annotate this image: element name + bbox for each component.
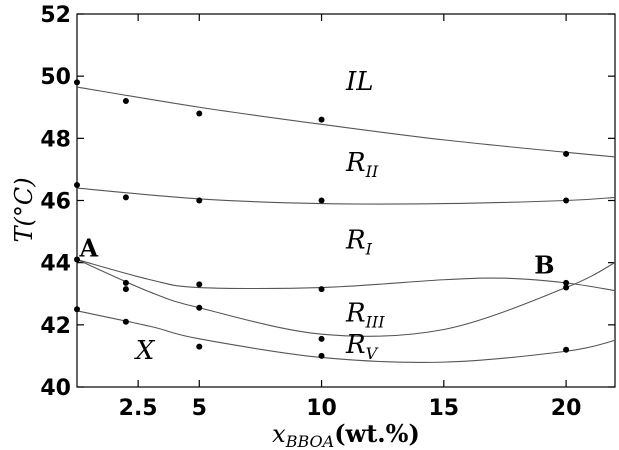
data-point [318,116,325,123]
data-point [196,110,203,117]
x-axis-label: xBBOA(wt.%) [272,419,420,450]
point-annotation: A [78,233,98,262]
data-point [563,197,570,204]
point-annotations: AB [78,233,554,279]
data-point [563,150,570,157]
data-point [196,281,203,288]
data-point [122,194,129,201]
y-tick-label: 42 [40,314,71,339]
y-tick-label: 52 [40,3,71,28]
axis-tick-labels: 2.5 5 10 15 20 40 42 44 46 48 50 52 [40,3,581,421]
phase-boundary-curve [76,259,616,337]
data-point [318,286,325,293]
y-tick-label: 40 [40,376,71,401]
region-label: RI [345,226,373,259]
data-point [196,197,203,204]
region-label: X [134,336,156,366]
data-point [318,335,325,342]
phase-boundary-curve [76,310,616,363]
data-point [196,304,203,311]
phase-boundary-curve [76,86,616,158]
x-tick-label: 15 [429,396,460,421]
y-tick-label: 50 [40,65,71,90]
data-point [563,279,570,286]
y-tick-label: 44 [40,252,71,277]
data-point [74,79,80,86]
phase-boundary-curve [76,187,616,205]
data-point [122,318,129,325]
y-tick-label: 48 [40,127,71,152]
data-point [196,343,203,350]
data-points [74,79,570,359]
region-label: RIII [345,299,385,332]
point-annotation: B [534,251,554,280]
x-tick-label: 20 [551,396,582,421]
region-label: RV [345,330,379,363]
data-point [563,284,570,291]
data-point [74,181,80,188]
data-point [122,98,129,105]
x-tick-label: 2.5 [119,396,158,421]
data-point [563,346,570,353]
data-point [74,306,80,313]
data-point [318,197,325,204]
y-tick-label: 46 [40,190,71,215]
x-tick-label: 5 [192,396,207,421]
y-axis-label: T(°C) [10,177,38,242]
x-tick-label: 10 [306,396,337,421]
phase-boundary-curve [76,259,616,292]
data-point [74,256,80,263]
data-point [122,279,129,286]
region-label: RII [345,148,379,181]
data-point [318,352,325,359]
data-point [122,286,129,293]
region-label: IL [345,67,374,97]
axis-ticks [77,13,615,388]
